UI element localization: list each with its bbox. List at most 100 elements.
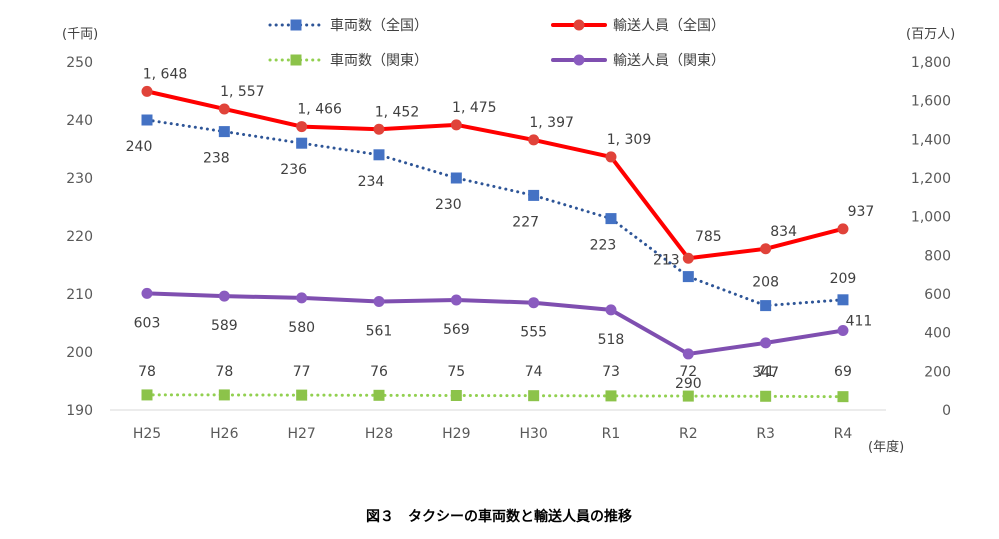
series-marker: [450, 294, 462, 306]
right-axis: 0 200 400 600 800 1,000 1,200 1,400 1,600 1,800: [911, 55, 951, 419]
series-marker: [760, 300, 772, 312]
series-line: [145, 291, 845, 356]
data-label: 518: [598, 332, 625, 348]
series-marker: [296, 292, 308, 304]
data-label: 290: [675, 376, 702, 392]
x-axis-unit: (年度): [868, 439, 904, 455]
series-marker: [141, 114, 153, 126]
legend-label: 輸送人員（全国）: [613, 17, 725, 34]
x-tick-label: H27: [287, 426, 315, 442]
series-marker: [760, 337, 772, 349]
data-label: 937: [848, 204, 875, 220]
data-label: 1, 648: [143, 66, 188, 82]
data-label: 569: [443, 322, 470, 338]
left-tick-label: 200: [66, 345, 93, 361]
figure-caption: 図３ タクシーの車両数と輸送人員の推移: [366, 508, 632, 525]
series-marker: [837, 325, 849, 337]
data-label: 603: [134, 315, 161, 331]
series-marker: [296, 121, 308, 133]
series-marker: [450, 390, 462, 401]
data-label: 589: [211, 318, 238, 334]
series-line: [145, 89, 845, 261]
legend-marker: [290, 54, 302, 66]
data-label: 78: [138, 364, 156, 380]
left-tick-label: 190: [66, 403, 93, 419]
data-label: 227: [512, 214, 539, 230]
data-label: 240: [126, 139, 153, 155]
x-tick-label: H29: [442, 426, 470, 442]
data-label: 834: [770, 224, 797, 240]
legend-marker: [290, 19, 302, 31]
series-marker: [218, 290, 230, 302]
series-marker: [141, 389, 153, 401]
series-marker: [837, 294, 849, 306]
left-tick-label: 250: [66, 55, 93, 71]
data-label: 72: [679, 364, 697, 380]
data-label: 580: [288, 320, 315, 336]
data-label: 78: [215, 364, 233, 380]
series-marker: [373, 389, 385, 401]
data-label: 561: [366, 324, 393, 340]
x-tick-label: H26: [210, 426, 238, 442]
data-labels: 240 238 236 234 230 227 223 213 208 209 1, 648 1, 5…: [126, 66, 875, 392]
series-marker: [141, 85, 153, 97]
series-marker: [450, 119, 462, 131]
data-label: 1, 475: [452, 100, 497, 116]
series-marker: [837, 391, 849, 403]
series-marker: [682, 252, 694, 264]
series-marker: [528, 189, 540, 201]
data-label: 1, 466: [297, 102, 342, 118]
data-label: 71: [757, 364, 775, 380]
data-label: 213: [653, 253, 680, 269]
legend-label: 車両数（全国）: [330, 17, 428, 34]
x-axis: H25 H26 H27 H28 H29 H30 R1 R2 R3 R4: [110, 409, 886, 442]
legend-label: 輸送人員（関東）: [613, 53, 725, 69]
series-marker: [760, 390, 772, 402]
x-tick-label: H30: [519, 426, 547, 442]
series-layer: [141, 85, 849, 403]
data-label: 555: [520, 325, 547, 341]
series-marker: [605, 390, 617, 402]
right-tick-label: 400: [924, 326, 951, 342]
x-tick-label: R4: [834, 426, 853, 442]
data-label: 75: [447, 364, 465, 380]
right-tick-label: 0: [942, 403, 951, 419]
data-label: 76: [370, 364, 388, 380]
series-marker: [682, 348, 694, 360]
series-marker: [218, 126, 230, 138]
data-label: 73: [602, 364, 620, 380]
data-label: 785: [695, 229, 722, 245]
series-marker: [373, 296, 385, 308]
series-marker: [837, 223, 849, 235]
x-tick-label: H28: [365, 426, 393, 442]
legend-label: 車両数（関東）: [330, 52, 428, 69]
series-marker: [682, 271, 694, 283]
x-tick-label: R1: [602, 426, 621, 442]
x-tick-label: R3: [756, 426, 775, 442]
series-marker: [605, 304, 617, 316]
right-tick-label: 600: [924, 287, 951, 303]
series-marker: [528, 297, 540, 309]
series-marker: [373, 123, 385, 135]
data-label: 1, 397: [529, 115, 574, 131]
left-tick-label: 230: [66, 171, 93, 187]
series-line: [145, 393, 845, 399]
right-tick-label: 1,200: [911, 171, 951, 187]
left-tick-label: 220: [66, 229, 93, 245]
x-tick-label: R2: [679, 426, 698, 442]
right-tick-label: 1,000: [911, 210, 951, 226]
series-marker: [760, 243, 772, 255]
series-marker: [141, 287, 153, 299]
series-marker: [528, 134, 540, 146]
data-label: 230: [435, 197, 462, 213]
data-label: 238: [203, 151, 230, 167]
series-marker: [450, 172, 462, 184]
data-label: 347: [752, 365, 779, 381]
data-label: 77: [293, 364, 311, 380]
left-tick-label: 210: [66, 287, 93, 303]
left-axis-unit: (千両): [62, 27, 98, 42]
series-line: [145, 118, 845, 308]
series-marker: [218, 103, 230, 115]
data-label: 236: [280, 162, 307, 178]
data-label: 223: [590, 238, 617, 254]
